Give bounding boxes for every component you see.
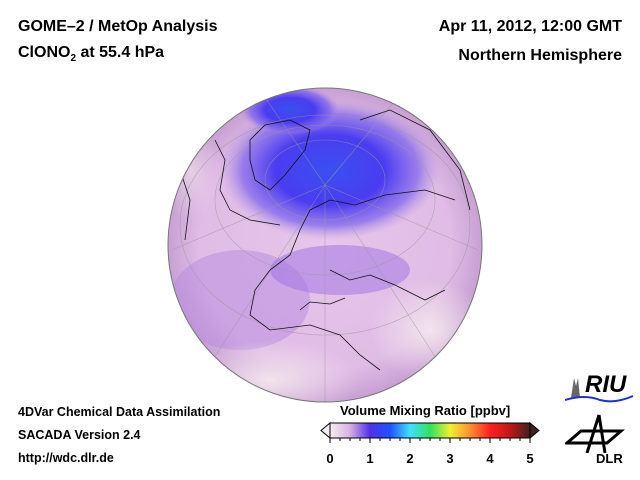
graticule <box>171 89 479 402</box>
analysis-date: Apr 11, 2012, 12:00 GMT <box>438 18 622 35</box>
colorbar-over-arrow <box>529 421 540 440</box>
colorbar-tick-label: 5 <box>526 451 534 466</box>
footer-url[interactable]: http://wdc.dlr.de <box>18 451 114 465</box>
footer-version: SACADA Version 2.4 <box>18 428 141 442</box>
region-label: Northern Hemisphere <box>458 47 622 64</box>
species-title: ClONO2 at 55.4 hPa <box>18 44 164 64</box>
colorbar <box>320 421 540 443</box>
dlr-logo-text: DLR <box>596 451 623 466</box>
coastlines <box>179 109 471 371</box>
pressure-level: at 55.4 hPa <box>76 44 165 61</box>
colorbar-under-arrow <box>320 421 331 440</box>
polar-vortex-low <box>220 100 440 240</box>
dlr-logo-icon <box>565 414 625 453</box>
riu-logo-icon <box>565 378 634 403</box>
colorbar-tick-label: 1 <box>366 451 374 466</box>
colorbar-tick-label: 0 <box>326 451 334 466</box>
colorbar-gradient <box>329 422 531 439</box>
colorbar-tick-label: 2 <box>406 451 414 466</box>
riu-logo-text: RIU <box>585 371 627 398</box>
species-name: ClONO <box>18 44 71 61</box>
colorbar-tick-label: 3 <box>446 451 454 466</box>
colorbar-tick-label: 4 <box>486 451 494 466</box>
footer-method: 4DVar Chemical Data Assimilation <box>18 405 221 419</box>
product-title: GOME–2 / MetOp Analysis <box>18 18 218 35</box>
species-subscript: 2 <box>70 53 77 65</box>
colorbar-title: Volume Mixing Ratio [ppbv] <box>340 403 511 418</box>
